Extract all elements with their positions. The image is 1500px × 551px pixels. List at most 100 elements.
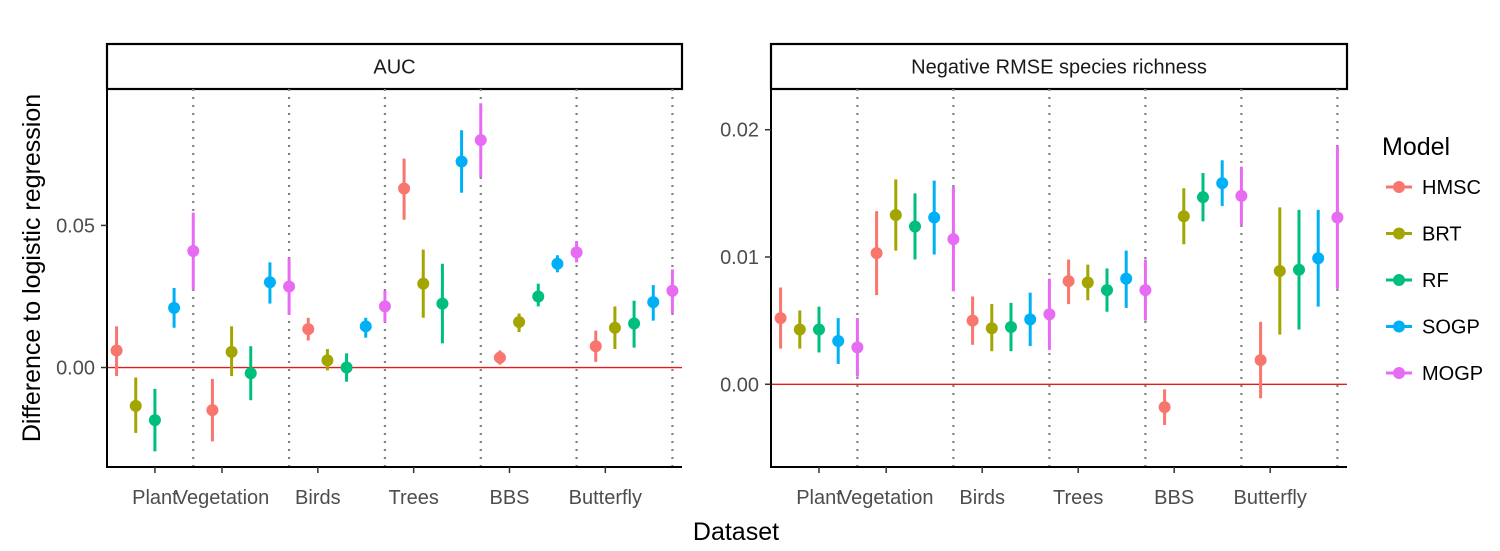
- series-mogp: [851, 146, 1344, 377]
- legend: Model HMSC BRT RF SOGP MOGP: [1382, 133, 1483, 385]
- x-tick-label-vegetation: Vegetation: [839, 487, 934, 509]
- data-point: [870, 247, 883, 260]
- series-brt: [129, 249, 621, 433]
- x-axis-title: Dataset: [693, 518, 779, 546]
- data-point: [1062, 275, 1075, 288]
- data-point: [283, 280, 296, 293]
- y-tick-label: 0.02: [720, 120, 759, 142]
- legend-label: HMSC: [1422, 177, 1481, 199]
- data-point: [225, 345, 238, 358]
- data-point: [493, 351, 506, 364]
- data-point: [813, 323, 825, 336]
- data-point: [110, 344, 123, 357]
- legend-title: Model: [1382, 133, 1450, 161]
- data-point: [168, 301, 181, 314]
- series-rf: [813, 173, 1305, 353]
- legend-label: SOGP: [1422, 317, 1480, 339]
- data-point: [417, 277, 430, 290]
- data-point: [909, 220, 921, 233]
- data-point: [340, 361, 353, 374]
- y-tick-label: 0.01: [720, 247, 759, 269]
- data-point: [1177, 210, 1190, 223]
- data-point: [474, 134, 487, 147]
- legend-key-point: [1393, 274, 1405, 286]
- legend-item-rf: RF: [1386, 270, 1449, 292]
- data-point: [129, 399, 142, 412]
- data-point: [263, 276, 276, 289]
- x-tick-label-birds: Birds: [959, 487, 1005, 509]
- data-point: [1005, 321, 1017, 333]
- x-tick-label-butterfly: Butterfly: [1234, 487, 1307, 509]
- data-point: [589, 340, 602, 353]
- data-point: [985, 322, 998, 335]
- data-point: [1216, 177, 1229, 190]
- data-point: [666, 284, 679, 297]
- x-tick-label-vegetation: Vegetation: [175, 487, 270, 509]
- x-tick-label-butterfly: Butterfly: [569, 487, 642, 509]
- legend-label: MOGP: [1422, 363, 1483, 385]
- data-point: [1197, 191, 1209, 204]
- data-point: [1043, 308, 1056, 321]
- data-point: [321, 354, 334, 367]
- data-point: [455, 155, 468, 168]
- facet-title: AUC: [373, 57, 415, 79]
- legend-label: RF: [1422, 270, 1449, 292]
- data-point: [1312, 252, 1325, 265]
- data-point: [832, 335, 845, 347]
- data-point: [570, 246, 583, 259]
- legend-item-sogp: SOGP: [1386, 317, 1480, 339]
- data-point: [774, 312, 787, 325]
- y-tick-label: 0.00: [720, 374, 759, 396]
- legend-item-hmsc: HMSC: [1386, 177, 1481, 199]
- y-tick-label: 0.00: [56, 358, 95, 380]
- data-point: [966, 314, 979, 327]
- data-point: [1139, 284, 1152, 297]
- series-hmsc: [110, 158, 602, 442]
- legend-key-point: [1393, 227, 1405, 240]
- data-point: [1120, 272, 1133, 285]
- x-tick-label-trees: Trees: [388, 487, 438, 509]
- data-point: [1158, 401, 1171, 414]
- data-point: [206, 404, 219, 417]
- data-point: [1293, 263, 1305, 276]
- data-point: [1273, 265, 1286, 277]
- data-point: [1024, 313, 1037, 326]
- series-rf: [148, 263, 641, 452]
- series-sogp: [832, 160, 1325, 364]
- data-point: [928, 211, 941, 224]
- panel-negative-rmse-species-richness: Negative RMSE species richness 0.00 0.01 0.…: [720, 42, 1349, 509]
- data-point: [513, 316, 526, 329]
- data-point: [608, 321, 621, 334]
- data-point: [187, 245, 200, 257]
- data-point: [532, 290, 545, 303]
- x-tick-label-bbs: BBS: [1154, 487, 1194, 509]
- data-point: [628, 317, 641, 330]
- data-point: [1331, 211, 1344, 224]
- data-point: [148, 414, 161, 427]
- data-point: [851, 341, 864, 354]
- data-point: [793, 323, 806, 336]
- data-point: [398, 182, 411, 195]
- x-tick-label-plant: Plant: [796, 487, 842, 509]
- legend-key-point: [1393, 367, 1405, 379]
- legend-item-brt: BRT: [1386, 224, 1462, 246]
- series-sogp: [168, 130, 660, 338]
- facet-strip: [769, 42, 1349, 91]
- data-point: [889, 209, 902, 221]
- series-hmsc: [774, 211, 1267, 425]
- data-point: [378, 300, 391, 313]
- y-axis-title: Difference to logistic regression: [18, 94, 46, 442]
- data-point: [1081, 276, 1094, 289]
- data-point: [244, 367, 257, 380]
- data-point: [1101, 284, 1113, 297]
- series-mogp: [187, 103, 679, 323]
- y-tick-label: 0.05: [56, 215, 95, 237]
- data-point: [302, 323, 315, 336]
- data-point: [1235, 189, 1248, 202]
- data-point: [436, 297, 449, 310]
- legend-item-mogp: MOGP: [1386, 363, 1483, 385]
- data-point: [1254, 354, 1267, 367]
